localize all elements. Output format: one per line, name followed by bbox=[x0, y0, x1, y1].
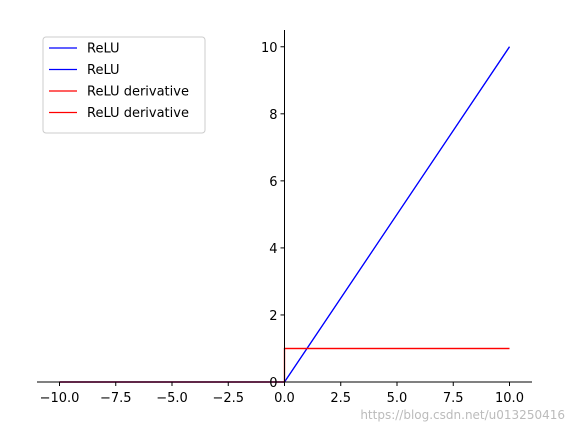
y-tick-label: 8 bbox=[269, 108, 277, 123]
axes-layer: −10.0 −7.5 −5.0 −2.5 0.0 2.5 5.0 7.5 10.0 0 2 4 6 8 10 bbox=[37, 30, 532, 406]
x-tick-label: −10.0 bbox=[40, 391, 80, 406]
x-tick-label: −5.0 bbox=[156, 391, 188, 406]
y-tick-label: 0 bbox=[269, 376, 277, 391]
legend-label: ReLU bbox=[87, 42, 120, 57]
legend-label: ReLU derivative bbox=[87, 85, 189, 100]
y-tick-label: 4 bbox=[269, 242, 277, 257]
x-tick-label: 5.0 bbox=[387, 391, 408, 406]
legend-label: ReLU derivative bbox=[87, 106, 189, 121]
x-tick-label: 7.5 bbox=[443, 391, 464, 406]
legend-box bbox=[42, 36, 206, 134]
watermark-text: https://blog.csdn.net/u013250416 bbox=[360, 408, 565, 422]
x-tick-label: 10.0 bbox=[495, 391, 524, 406]
x-tick-label: −7.5 bbox=[100, 391, 132, 406]
y-tick-label: 10 bbox=[261, 41, 278, 56]
legend: ReLU ReLU ReLU derivative ReLU derivative bbox=[42, 36, 206, 134]
x-tick-label: 0.0 bbox=[274, 391, 295, 406]
x-tick-label: 2.5 bbox=[330, 391, 351, 406]
y-tick-label: 6 bbox=[269, 175, 277, 190]
legend-label: ReLU bbox=[87, 63, 120, 78]
x-tick-label: −2.5 bbox=[212, 391, 244, 406]
y-tick-label: 2 bbox=[269, 309, 277, 324]
